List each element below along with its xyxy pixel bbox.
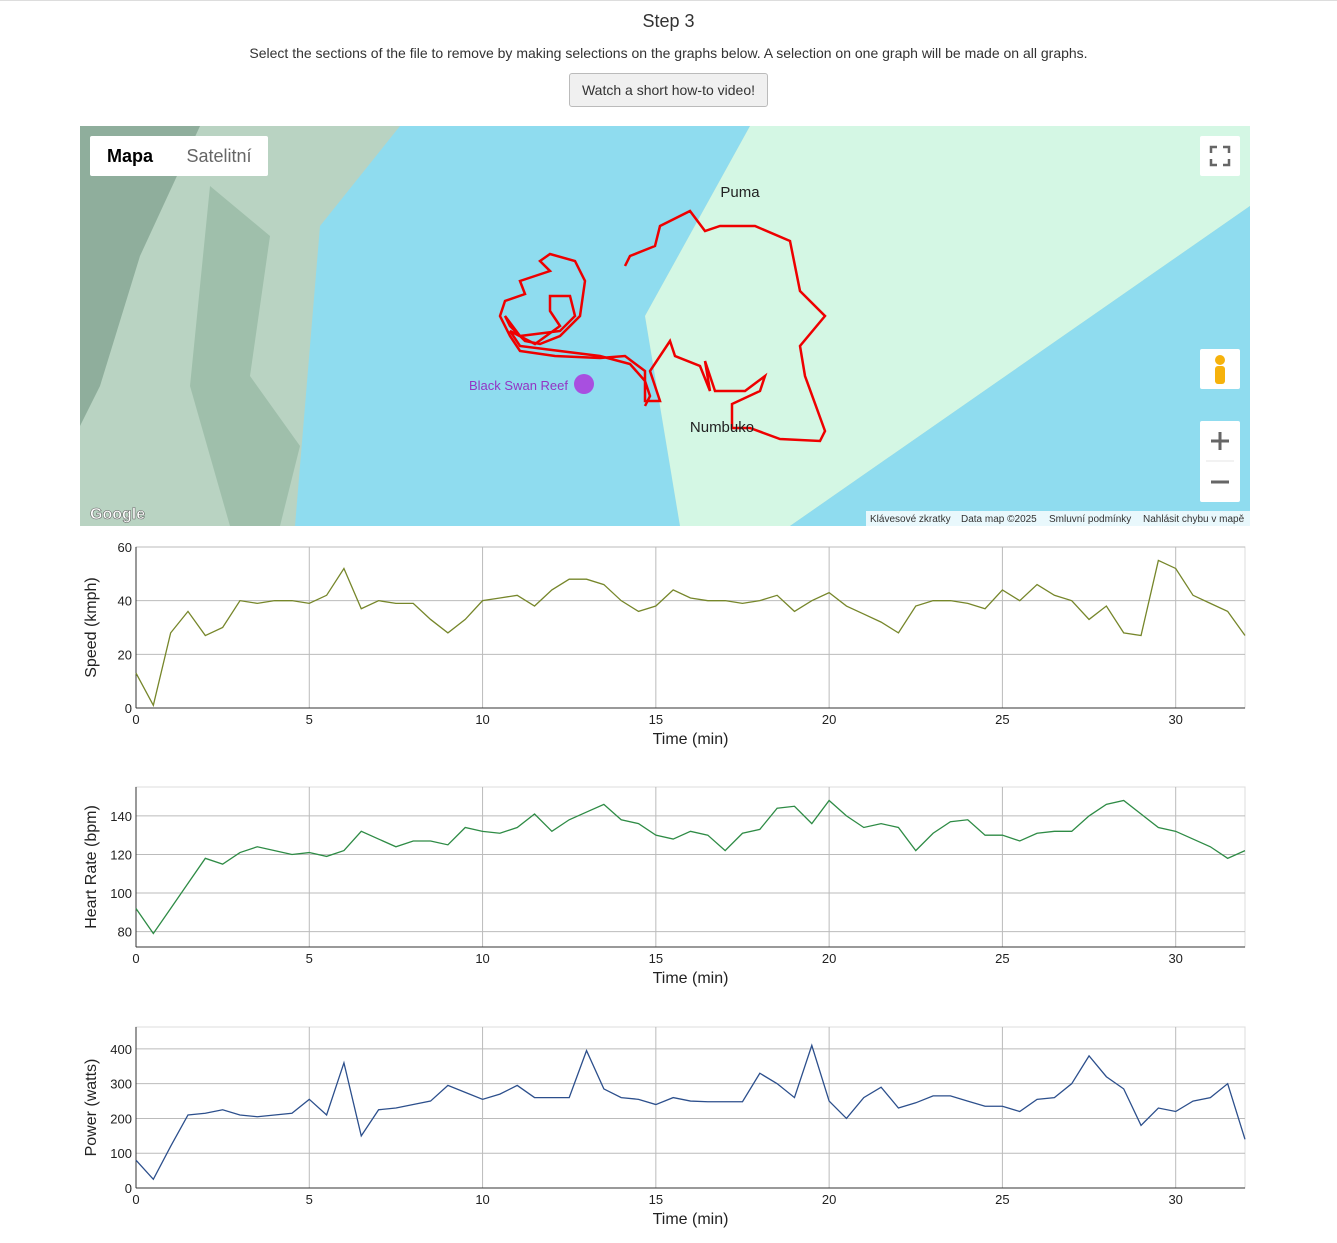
attribution[interactable]: Klávesové zkratky [870, 514, 951, 525]
water [295, 126, 750, 526]
x-tick-label: 5 [306, 712, 313, 727]
x-axis-label: Time (min) [653, 731, 729, 748]
attribution[interactable]: Smluvní podmínky [1049, 514, 1131, 525]
map-type[interactable]: Satelitní [186, 146, 251, 166]
y-tick-label: 120 [110, 847, 132, 862]
attribution-bar [866, 511, 1250, 526]
x-tick-label: 30 [1168, 951, 1182, 966]
y-tick-label: 140 [110, 809, 132, 824]
y-tick-label: 0 [125, 701, 132, 716]
zoom-in[interactable] [1211, 432, 1229, 450]
pegman [1215, 355, 1225, 365]
x-tick-label: 0 [132, 712, 139, 727]
x-tick-label: 15 [649, 951, 663, 966]
x-tick-label: 15 [649, 1192, 663, 1207]
map: Mapa Satelitní Puma Numbuko Black Swan R… [80, 126, 1250, 526]
x-tick-label: 5 [306, 951, 313, 966]
place-label: Numbuko [690, 419, 754, 436]
x-tick-label: 10 [475, 951, 489, 966]
x-tick-label: 20 [822, 1192, 836, 1207]
attribution[interactable]: Nahlásit chybu v mapě [1143, 514, 1245, 525]
x-tick-label: 20 [822, 712, 836, 727]
pegman [1215, 366, 1225, 384]
terrain-dark [80, 126, 200, 426]
route [498, 209, 827, 443]
land [645, 126, 1250, 526]
x-axis-label: Time (min) [653, 970, 729, 987]
plot-frame [135, 1026, 1246, 1189]
y-tick-label: 20 [118, 647, 132, 662]
y-tick-label: 80 [118, 925, 132, 940]
plot-frame [135, 786, 1246, 948]
fullscreen-button[interactable] [1200, 136, 1240, 176]
x-tick-label: 30 [1168, 1192, 1182, 1207]
x-tick-label: 10 [475, 712, 489, 727]
water [790, 206, 1250, 526]
attribution: Data map ©2025 [961, 514, 1037, 525]
y-tick-label: 300 [110, 1077, 132, 1092]
x-tick-label: 25 [995, 951, 1009, 966]
poi-icon [574, 374, 594, 394]
place-label: Puma [720, 184, 760, 201]
y-tick-label: 100 [110, 1146, 132, 1161]
y-axis-label: Power (watts) [83, 1059, 100, 1157]
x-tick-label: 0 [132, 1192, 139, 1207]
y-axis-label: Speed (kmph) [83, 577, 100, 678]
y-tick-label: 100 [110, 886, 132, 901]
data-line [135, 559, 1246, 708]
x-tick-label: 15 [649, 712, 663, 727]
y-axis-label: Heart Rate (bpm) [83, 805, 100, 929]
data-line [135, 1043, 1246, 1181]
x-tick-label: 0 [132, 951, 139, 966]
y-tick-label: 200 [110, 1111, 132, 1126]
map-type[interactable]: Mapa [107, 146, 154, 166]
map-type-control [90, 136, 268, 176]
poi-label: Black Swan Reef [469, 378, 568, 393]
header: Step 3 Select the sections of the file t… [0, 0, 1337, 107]
terrain-ridge [190, 186, 300, 526]
x-tick-label: 5 [306, 1192, 313, 1207]
x-tick-label: 10 [475, 1192, 489, 1207]
y-tick-label: 0 [125, 1181, 132, 1196]
y-tick-label: 60 [118, 540, 132, 555]
x-tick-label: 20 [822, 951, 836, 966]
x-tick-label: 25 [995, 1192, 1009, 1207]
instructions: Select the sections of the file to remov… [249, 45, 1088, 61]
google-logo: Google [90, 506, 145, 523]
x-tick-label: 25 [995, 712, 1009, 727]
step-title: Step 3 [642, 11, 695, 31]
howto-button[interactable]: Watch a short how-to video! [568, 73, 768, 107]
y-tick-label: 40 [118, 594, 132, 609]
plot-frame [135, 546, 1246, 709]
fullscreen-icon [1209, 145, 1231, 167]
data-line [135, 799, 1246, 935]
x-tick-label: 30 [1168, 712, 1182, 727]
x-axis-label: Time (min) [653, 1211, 729, 1228]
y-tick-label: 400 [110, 1042, 132, 1057]
